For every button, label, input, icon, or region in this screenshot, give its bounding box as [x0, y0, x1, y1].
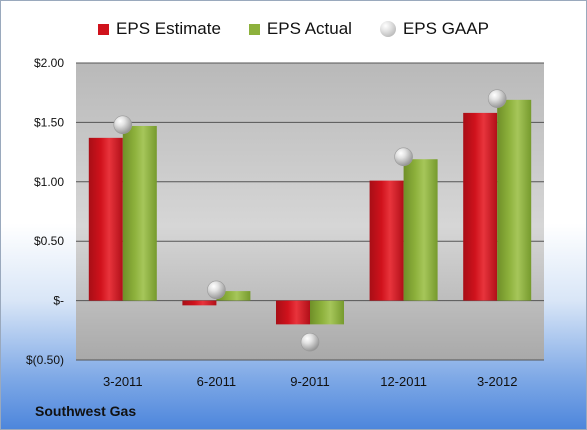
y-tick-label: $-: [53, 294, 64, 308]
y-tick-label: $1.00: [34, 175, 64, 189]
legend-marker-gaap: [379, 21, 396, 37]
bar-eps-estimate: [369, 180, 404, 301]
marker-eps-gaap: [487, 89, 507, 108]
bar-eps-actual: [216, 291, 251, 301]
marker-eps-gaap: [394, 147, 413, 167]
legend-label-estimate: EPS Estimate: [116, 19, 221, 38]
bar-eps-actual: [403, 159, 438, 301]
company-name: Southwest Gas: [35, 403, 137, 419]
legend-item-gaap: EPS GAAP: [379, 19, 489, 39]
bar-eps-estimate: [88, 137, 123, 301]
legend-label-actual: EPS Actual: [266, 19, 352, 38]
x-tick-label: 3-2012: [477, 374, 517, 389]
bar-eps-estimate: [182, 300, 217, 306]
y-tick-label: $1.50: [34, 115, 64, 129]
bar-eps-actual: [497, 99, 532, 301]
x-tick-label: 12-2011: [380, 374, 427, 389]
legend-swatch-estimate: [98, 23, 110, 35]
y-tick-label: $2.00: [34, 56, 64, 70]
legend-item-estimate: EPS Estimate: [98, 19, 221, 39]
bar-eps-estimate: [276, 300, 310, 325]
legend: EPS Estimate EPS Actual EPS GAAP: [1, 17, 586, 41]
legend-item-actual: EPS Actual: [248, 19, 352, 39]
y-tick-label: $0.50: [34, 234, 64, 248]
marker-eps-gaap: [300, 332, 320, 352]
bar-eps-estimate: [463, 112, 498, 301]
y-tick-label: $(0.50): [26, 353, 64, 367]
x-tick-label: 3-2011: [103, 374, 143, 389]
legend-swatch-actual: [248, 23, 260, 35]
marker-eps-gaap: [207, 280, 226, 300]
legend-label-gaap: EPS GAAP: [402, 19, 489, 38]
x-tick-label: 9-2011: [290, 374, 330, 389]
bar-eps-actual: [122, 125, 157, 301]
x-tick-label: 6-2011: [197, 374, 237, 389]
bar-eps-actual: [310, 300, 344, 325]
marker-eps-gaap: [113, 115, 133, 135]
